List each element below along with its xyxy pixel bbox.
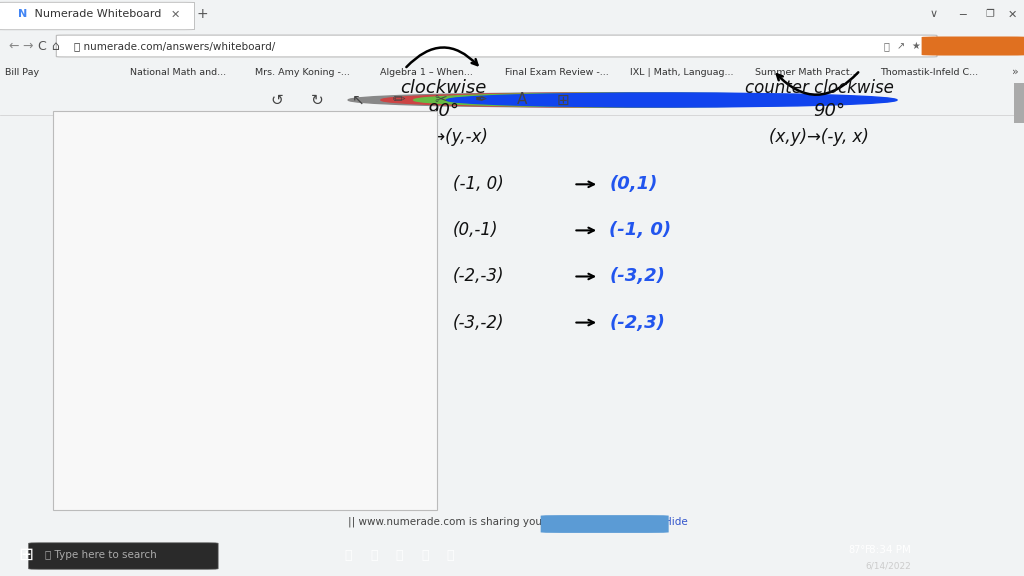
Text: A: A: [517, 93, 527, 108]
Circle shape: [414, 93, 864, 107]
Text: »: »: [1012, 67, 1019, 77]
Circle shape: [381, 93, 831, 107]
FancyBboxPatch shape: [0, 2, 195, 30]
Text: 🔍: 🔍: [884, 41, 890, 51]
Text: ⌂: ⌂: [51, 40, 59, 52]
Text: Algebra 1 – When...: Algebra 1 – When...: [380, 67, 473, 77]
Text: ↗: ↗: [897, 41, 905, 51]
Text: D: D: [119, 374, 130, 388]
Text: ✏: ✏: [393, 93, 406, 108]
FancyBboxPatch shape: [56, 35, 937, 57]
Text: -2: -2: [165, 324, 176, 338]
Text: -4: -4: [224, 453, 236, 466]
Text: counter clockwise: counter clockwise: [744, 78, 894, 97]
Text: 🗂: 🗂: [395, 549, 403, 562]
Text: (-2,-3): (-2,-3): [453, 267, 504, 286]
Text: ↻: ↻: [311, 93, 324, 108]
Text: ✕: ✕: [1008, 9, 1017, 20]
Text: N: N: [18, 9, 28, 20]
Text: Paused: Paused: [957, 41, 994, 51]
Text: ✕: ✕: [171, 9, 180, 20]
Text: 6/14/2022: 6/14/2022: [865, 562, 911, 570]
Text: A: A: [415, 175, 428, 194]
Text: C: C: [415, 267, 428, 286]
Text: (-1, 0): (-1, 0): [609, 221, 672, 240]
Text: ✂: ✂: [434, 93, 446, 108]
FancyBboxPatch shape: [29, 543, 218, 569]
Text: +: +: [197, 7, 208, 21]
Text: (-1, 0): (-1, 0): [453, 175, 504, 194]
Text: →: →: [23, 40, 33, 52]
Text: Mrs. Amy Koning -...: Mrs. Amy Koning -...: [255, 67, 350, 77]
Text: A: A: [212, 293, 223, 306]
Text: Numerade Whiteboard: Numerade Whiteboard: [31, 9, 161, 20]
Text: Stop sharing: Stop sharing: [567, 517, 642, 527]
Text: (x,y)→(-y, x): (x,y)→(-y, x): [769, 128, 869, 146]
Text: ∨: ∨: [930, 9, 938, 20]
Text: 90°: 90°: [427, 101, 460, 120]
FancyBboxPatch shape: [541, 515, 669, 533]
Text: 8:34 PM: 8:34 PM: [869, 545, 911, 555]
Text: ( x,y)→(y,-x): ( x,y)→(y,-x): [388, 128, 488, 146]
Text: 2: 2: [316, 324, 324, 338]
Circle shape: [446, 93, 897, 107]
Text: Summer Math Pract...: Summer Math Pract...: [755, 67, 858, 77]
Text: B: B: [252, 341, 262, 355]
Text: Final Exam Review -...: Final Exam Review -...: [505, 67, 608, 77]
Text: ←: ←: [8, 40, 18, 52]
Text: 🐍: 🐍: [446, 549, 455, 562]
Text: Bill Pay: Bill Pay: [5, 67, 39, 77]
Text: ✒: ✒: [475, 93, 487, 108]
Text: (0,-1): (0,-1): [453, 221, 498, 240]
Text: ─: ─: [959, 9, 967, 20]
Text: C: C: [37, 40, 46, 52]
Text: 🔒 numerade.com/answers/whiteboard/: 🔒 numerade.com/answers/whiteboard/: [74, 41, 275, 51]
Text: 87°F: 87°F: [849, 545, 871, 555]
Bar: [1014, 83, 1024, 123]
Text: -4: -4: [90, 324, 101, 338]
Text: ★: ★: [911, 41, 920, 51]
Text: (0,1): (0,1): [609, 175, 657, 194]
Text: 4: 4: [391, 324, 398, 338]
Text: ↖: ↖: [352, 93, 365, 108]
Text: ⊞: ⊞: [557, 93, 569, 108]
Text: National Math and...: National Math and...: [130, 67, 226, 77]
Text: ❐: ❐: [985, 9, 994, 20]
Text: ⊞: ⊞: [18, 546, 33, 564]
Text: ⋮: ⋮: [925, 41, 935, 51]
Text: (-3,-2): (-3,-2): [453, 313, 504, 332]
Text: 2: 2: [228, 229, 236, 242]
Text: D: D: [415, 313, 430, 332]
Text: 🔍 Type here to search: 🔍 Type here to search: [45, 550, 157, 560]
Text: 📁: 📁: [370, 549, 378, 562]
Text: (-2,3): (-2,3): [609, 313, 666, 332]
Text: (-3,2): (-3,2): [609, 267, 666, 286]
Text: 4: 4: [228, 154, 236, 167]
Text: 🌐: 🌐: [344, 549, 352, 562]
Text: clockwise: clockwise: [400, 78, 486, 97]
Text: ↺: ↺: [270, 93, 283, 108]
Circle shape: [348, 93, 799, 107]
FancyBboxPatch shape: [922, 36, 1024, 55]
Text: 90°: 90°: [813, 101, 846, 120]
Text: Hide: Hide: [664, 517, 687, 527]
Text: -2: -2: [224, 378, 236, 392]
Text: 🌀: 🌀: [421, 549, 429, 562]
Text: B: B: [415, 221, 428, 240]
Text: Thomastik-Infeld C...: Thomastik-Infeld C...: [880, 67, 978, 77]
Text: C: C: [170, 423, 181, 437]
Text: IXL | Math, Languag...: IXL | Math, Languag...: [630, 67, 733, 77]
Text: || www.numerade.com is sharing your screen.: || www.numerade.com is sharing your scre…: [348, 517, 588, 528]
